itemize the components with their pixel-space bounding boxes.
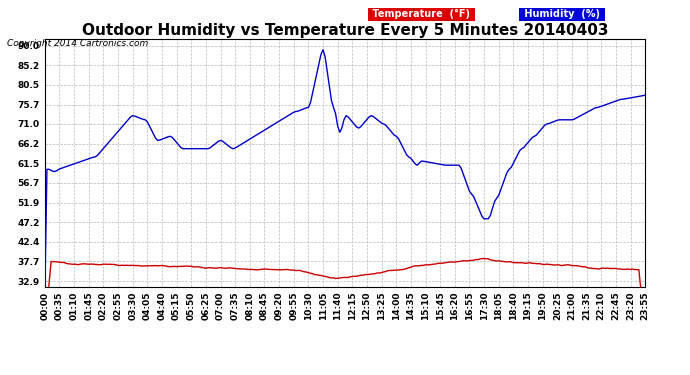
Text: Copyright 2014 Cartronics.com: Copyright 2014 Cartronics.com — [7, 39, 148, 48]
Text: Humidity  (%): Humidity (%) — [521, 9, 603, 20]
Text: Temperature  (°F): Temperature (°F) — [369, 9, 473, 20]
Title: Outdoor Humidity vs Temperature Every 5 Minutes 20140403: Outdoor Humidity vs Temperature Every 5 … — [81, 23, 609, 38]
